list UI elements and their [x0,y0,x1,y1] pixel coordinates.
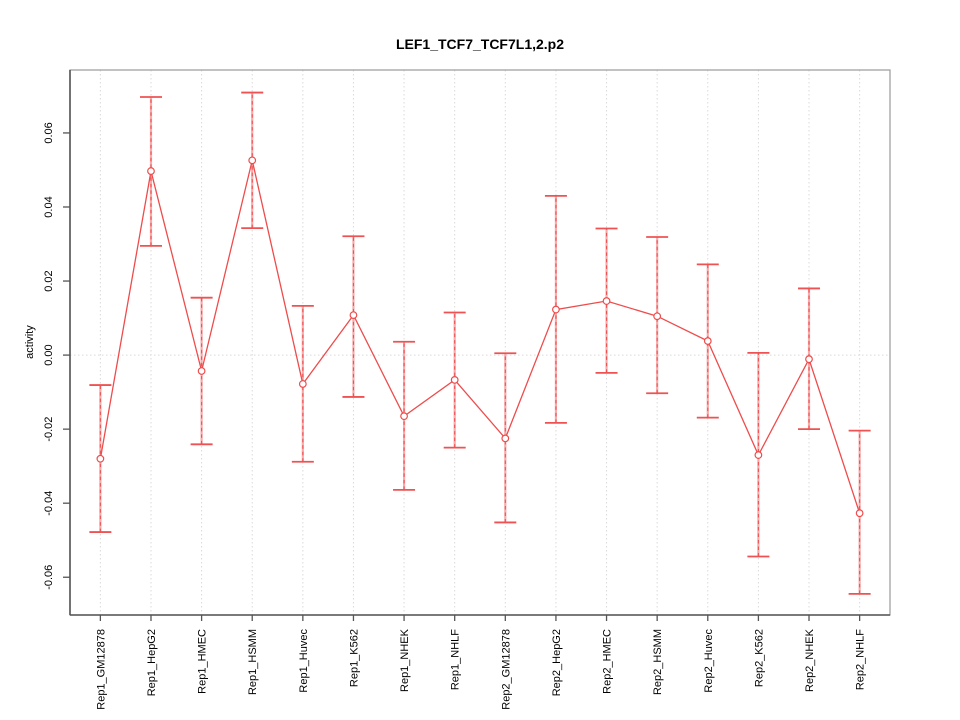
data-point [552,305,560,314]
x-tick-label: Rep2_GM12878 [500,629,512,710]
x-tick-label: Rep2_NHLF [855,629,867,690]
y-tick-label: -0.06 [43,565,55,590]
data-point [147,167,155,175]
data-line [99,160,861,514]
data-point [197,367,206,375]
y-tick-label: -0.04 [43,491,55,516]
x-tick-label: Rep2_NHEK [804,628,816,692]
x-tick-label: Rep1_GM12878 [95,629,107,710]
data-point [602,297,611,305]
x-tick-label: Rep2_HMEC [602,629,614,694]
y-tick-label: 0.04 [43,196,55,217]
x-tick-label: Rep1_HSMM [247,629,259,695]
data-point [754,451,763,459]
data-point [400,412,408,421]
x-tick-label: Rep2_Huvec [703,629,715,693]
x-tick-label: Rep2_K562 [753,629,765,687]
y-tick-label: 0.00 [43,344,55,365]
y-tick-label: 0.06 [43,122,55,143]
data-point [703,337,712,345]
x-tick-label: Rep1_NHEK [399,628,411,692]
data-point [298,380,307,388]
data-point [248,156,257,165]
data-point [653,312,662,321]
x-tick-label: Rep2_HSMM [652,629,664,695]
x-tick-label: Rep2_HepG2 [551,629,563,696]
x-tick-label: Rep1_HepG2 [146,629,158,696]
y-tick-label: 0.02 [43,270,55,291]
chart-title: LEF1_TCF7_TCF7L1,2.p2 [395,36,565,52]
data-point [805,355,813,364]
plot-border [69,69,891,616]
x-tick-label: Rep1_HMEC [197,629,209,694]
x-tick-label: Rep1_NHLF [450,629,462,690]
x-tick-label: Rep1_K562 [348,629,360,687]
data-point [855,509,864,518]
data-point [96,454,105,463]
x-tick-label: Rep1_Huvec [298,629,310,693]
data-point [450,375,459,384]
y-tick-label: -0.02 [43,417,55,442]
data-point [501,434,510,443]
data-point [349,311,358,320]
